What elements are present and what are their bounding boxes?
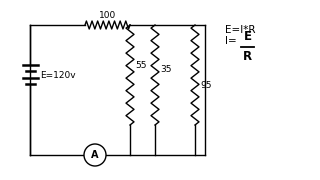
Text: 95: 95	[200, 80, 212, 89]
Text: 100: 100	[99, 11, 116, 20]
Text: A: A	[91, 150, 99, 160]
Text: 55: 55	[135, 60, 147, 69]
Text: E=120v: E=120v	[40, 71, 76, 80]
Text: E=I*R: E=I*R	[225, 25, 255, 35]
Text: E: E	[244, 30, 252, 43]
Text: 35: 35	[160, 66, 172, 75]
Text: R: R	[243, 50, 252, 63]
Text: I=: I=	[225, 36, 237, 46]
Circle shape	[84, 144, 106, 166]
